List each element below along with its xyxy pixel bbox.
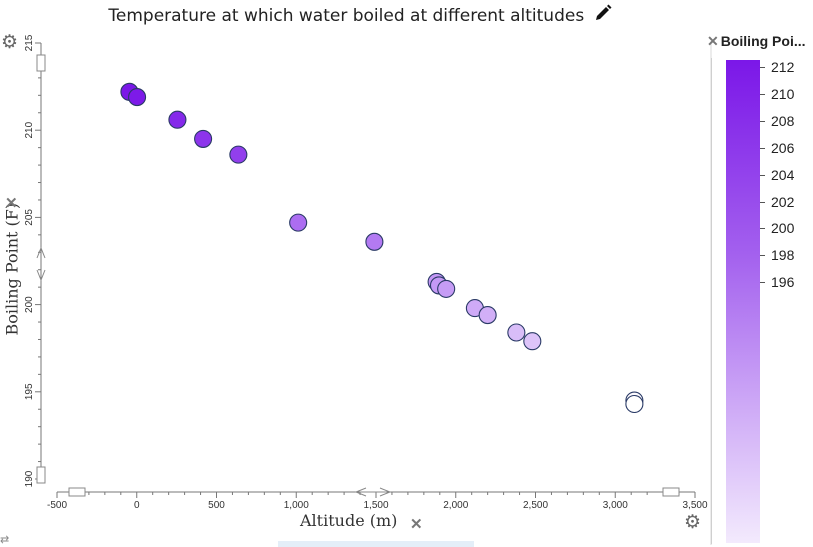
legend-tick bbox=[760, 201, 765, 203]
legend-label: 208 bbox=[771, 112, 795, 129]
drag-handle-icon bbox=[36, 466, 46, 484]
legend-label: 204 bbox=[771, 166, 795, 183]
data-point bbox=[229, 145, 248, 164]
drag-handle-icon bbox=[68, 487, 86, 497]
data-point bbox=[437, 279, 456, 298]
drag-handle-icon bbox=[662, 487, 680, 497]
gear-icon[interactable]: ⚙ bbox=[1, 32, 19, 53]
x-tick-label: 1,500 bbox=[363, 500, 388, 511]
chart-title-text[interactable]: Temperature at which water boiled at dif… bbox=[108, 5, 585, 26]
y-tick-label: 210 bbox=[24, 121, 35, 138]
chart-title[interactable]: Temperature at which water boiled at dif… bbox=[0, 4, 720, 27]
x-axis-title[interactable]: Altitude (m) bbox=[300, 511, 398, 530]
legend-tick bbox=[760, 147, 765, 149]
legend-label: 196 bbox=[771, 274, 795, 291]
x-tick-label: 1,000 bbox=[284, 500, 309, 511]
swap-icon[interactable]: ⇄ bbox=[0, 534, 10, 546]
legend-title-text: Boiling Poi... bbox=[720, 33, 806, 49]
y-axis-title[interactable]: Boiling Point (F) bbox=[2, 202, 22, 336]
x-tick-label: 0 bbox=[134, 500, 140, 511]
data-point bbox=[289, 213, 308, 232]
legend-tick bbox=[760, 120, 765, 122]
legend-tick bbox=[760, 282, 765, 284]
x-tick-label: 3,000 bbox=[603, 500, 628, 511]
legend-tick bbox=[760, 228, 765, 230]
legend-tick bbox=[760, 67, 765, 68]
legend-label: 200 bbox=[771, 220, 795, 237]
legend-label: 210 bbox=[771, 85, 795, 102]
legend-tick bbox=[760, 93, 765, 95]
data-point bbox=[168, 110, 187, 129]
x-tick-label: -500 bbox=[47, 500, 67, 511]
y-tick-label: 215 bbox=[24, 34, 35, 51]
legend-tick bbox=[760, 174, 765, 176]
drag-handle-icon bbox=[354, 487, 392, 497]
data-point bbox=[365, 232, 384, 251]
x-tick-label: 2,500 bbox=[523, 500, 548, 511]
y-tick-label: 190 bbox=[24, 470, 35, 487]
x-tick-label: 2,000 bbox=[443, 500, 468, 511]
close-icon[interactable]: ✕ bbox=[410, 516, 423, 533]
legend-tick bbox=[760, 255, 765, 257]
pencil-icon[interactable] bbox=[594, 4, 612, 27]
color-legend-bar[interactable] bbox=[726, 60, 760, 543]
drag-handle-icon bbox=[36, 54, 46, 72]
data-point bbox=[507, 323, 526, 342]
legend-label: 212 bbox=[771, 59, 795, 75]
data-point bbox=[194, 129, 213, 148]
drag-handle-icon bbox=[36, 246, 46, 282]
y-tick-label: 200 bbox=[24, 296, 35, 313]
close-icon[interactable]: ✕ bbox=[707, 33, 719, 49]
data-point bbox=[478, 306, 497, 325]
gear-icon[interactable]: ⚙ bbox=[684, 512, 702, 533]
legend-label: 206 bbox=[771, 139, 795, 156]
legend-label: 198 bbox=[771, 247, 795, 264]
data-point bbox=[523, 332, 542, 351]
x-tick-label: 3,500 bbox=[682, 500, 707, 511]
legend-label: 202 bbox=[771, 193, 795, 210]
data-point bbox=[625, 394, 644, 414]
bottom-panel-tab[interactable] bbox=[278, 541, 474, 547]
legend-divider bbox=[711, 58, 712, 544]
y-tick-label: 195 bbox=[24, 383, 35, 400]
legend-title[interactable]: ✕ Boiling Poi... bbox=[707, 33, 806, 50]
data-point bbox=[128, 88, 147, 107]
close-icon[interactable]: ✕ bbox=[5, 195, 18, 212]
y-tick-label: 205 bbox=[24, 209, 35, 226]
x-tick-label: 500 bbox=[208, 500, 225, 511]
